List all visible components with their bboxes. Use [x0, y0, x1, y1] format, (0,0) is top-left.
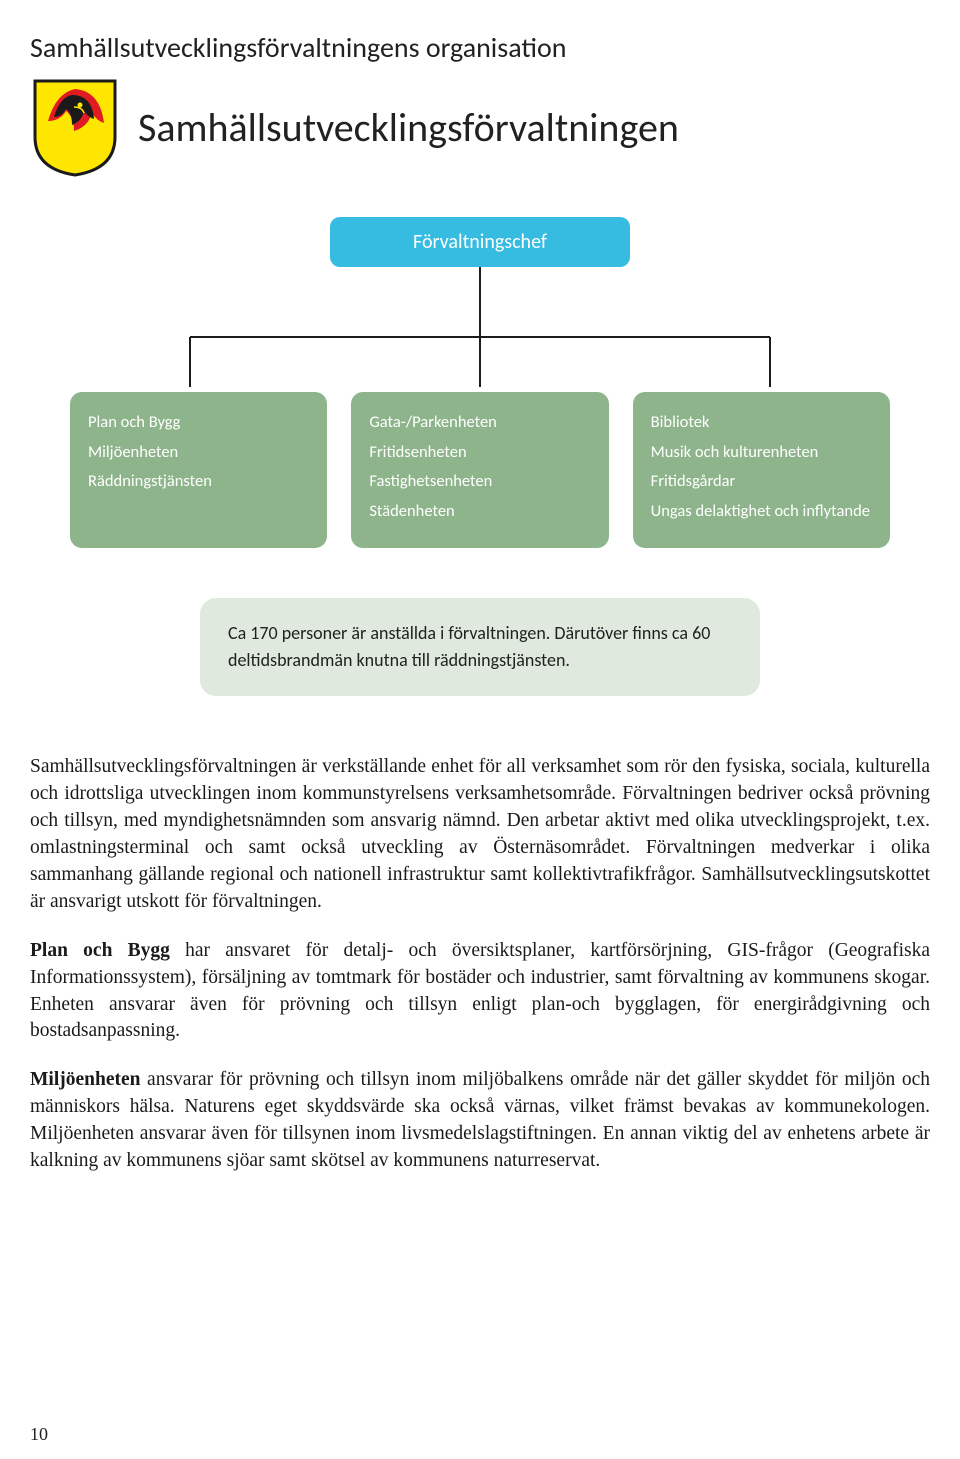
- unit-item: Fritidsenheten: [369, 440, 590, 466]
- unit-box-2: Bibliotek Musik och kulturenheten Fritid…: [633, 392, 890, 548]
- unit-box-0: Plan och Bygg Miljöenheten Räddningstjän…: [70, 392, 327, 548]
- main-heading: Samhällsutvecklingsförvaltningen: [138, 103, 679, 152]
- body-paragraph: Miljöenheten ansvarar för prövning och t…: [30, 1067, 930, 1175]
- org-connector-lines: [30, 267, 930, 387]
- unit-box-1: Gata-/Parkenheten Fritidsenheten Fastigh…: [351, 392, 608, 548]
- unit-item: Musik och kulturenheten: [651, 440, 872, 466]
- paragraph-lead: Miljöenheten: [30, 1069, 140, 1090]
- unit-item: Fastighetsenheten: [369, 469, 590, 495]
- body-paragraph: Samhällsutvecklingsförvaltningen är verk…: [30, 754, 930, 915]
- units-row: Plan och Bygg Miljöenheten Räddningstjän…: [30, 392, 930, 548]
- chief-node: Förvaltningschef: [330, 217, 630, 267]
- paragraph-lead: Plan och Bygg: [30, 940, 170, 961]
- page-title: Samhällsutvecklingsförvaltningens organi…: [30, 30, 930, 65]
- body-text: Samhällsutvecklingsförvaltningen är verk…: [30, 754, 930, 1175]
- page-number: 10: [30, 1424, 48, 1445]
- unit-item: Fritidsgårdar: [651, 469, 872, 495]
- unit-item: Miljöenheten: [88, 440, 309, 466]
- unit-item: Bibliotek: [651, 410, 872, 436]
- unit-item: Räddningstjänsten: [88, 469, 309, 495]
- staff-info-box: Ca 170 personer är anställda i förvaltni…: [200, 598, 760, 696]
- municipality-crest-icon: [30, 77, 120, 177]
- unit-item: Gata-/Parkenheten: [369, 410, 590, 436]
- body-paragraph: Plan och Bygg har ansvaret för detalj- o…: [30, 938, 930, 1046]
- heading-row: Samhällsutvecklingsförvaltningen: [30, 77, 930, 177]
- org-chart: Förvaltningschef Plan och Bygg Miljöenhe…: [30, 217, 930, 696]
- unit-item: Städenheten: [369, 499, 590, 525]
- unit-item: Ungas delaktighet och inflytande: [651, 499, 872, 525]
- unit-item: Plan och Bygg: [88, 410, 309, 436]
